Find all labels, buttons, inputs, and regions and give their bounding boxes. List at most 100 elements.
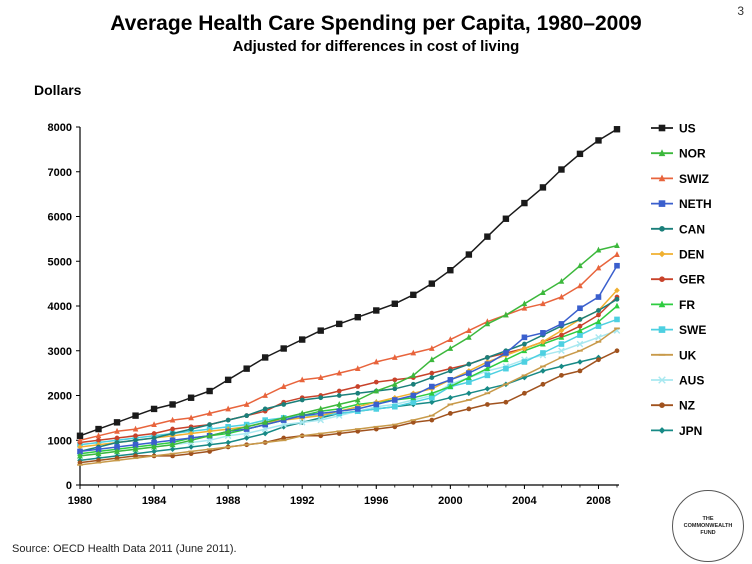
data-point-neth xyxy=(466,370,472,376)
legend-marker-fr xyxy=(658,300,666,308)
series-line-neth xyxy=(79,265,618,453)
data-point-fr xyxy=(429,389,435,396)
data-point-nor xyxy=(188,436,194,443)
data-point-us xyxy=(354,313,361,321)
data-point-us xyxy=(280,345,287,352)
legend-item-aus: AUS xyxy=(651,374,704,388)
data-point-swiz xyxy=(614,251,620,257)
data-point-nor xyxy=(521,300,528,307)
data-point-swiz xyxy=(410,349,417,356)
data-point-swe xyxy=(503,365,509,372)
data-point-jpn xyxy=(151,448,157,455)
data-point-neth xyxy=(503,350,509,356)
data-point-den xyxy=(558,327,565,334)
data-point-us xyxy=(187,394,195,401)
data-point-jpn xyxy=(429,399,435,406)
legend-marker-nz xyxy=(659,402,665,409)
data-point-swe xyxy=(521,359,528,365)
data-point-nor xyxy=(540,289,546,295)
series-neth xyxy=(77,262,620,455)
data-point-jpn xyxy=(262,430,268,437)
data-point-nz xyxy=(133,453,138,459)
data-point-ger xyxy=(596,312,601,318)
y-tick-label: 4000 xyxy=(48,301,72,313)
data-point-fr xyxy=(577,327,583,334)
data-point-ger xyxy=(96,437,101,443)
data-point-us xyxy=(539,184,547,191)
series-line-can xyxy=(79,298,618,453)
data-point-can xyxy=(281,402,287,407)
data-point-jpn xyxy=(484,385,491,392)
data-point-nz xyxy=(614,348,620,354)
data-point-neth xyxy=(521,334,528,341)
data-point-ger xyxy=(429,370,435,376)
legend-label: JPN xyxy=(679,424,702,438)
legend-label: FR xyxy=(679,298,695,312)
data-point-uk xyxy=(410,419,417,422)
data-point-nz xyxy=(447,411,453,416)
data-point-nor xyxy=(429,356,435,363)
data-point-ger xyxy=(170,426,175,432)
data-point-us xyxy=(243,365,250,372)
legend-item-den: DEN xyxy=(651,248,704,262)
legend-item-jpn: JPN xyxy=(651,424,702,438)
data-point-nor xyxy=(299,410,306,416)
y-tick-label: 3000 xyxy=(48,346,72,358)
series-line-uk xyxy=(79,327,618,466)
data-point-us xyxy=(150,405,158,413)
data-point-swiz xyxy=(151,421,157,427)
data-point-den xyxy=(206,428,213,435)
data-point-swe xyxy=(373,406,380,412)
data-point-uk xyxy=(503,383,509,386)
data-point-uk xyxy=(447,403,454,406)
data-point-swiz xyxy=(558,293,565,300)
data-point-fr xyxy=(466,374,472,380)
data-point-aus xyxy=(298,419,306,426)
data-point-swe xyxy=(410,399,417,406)
data-point-uk xyxy=(391,423,398,426)
data-point-us xyxy=(261,354,269,361)
data-point-nor xyxy=(132,445,139,452)
data-point-can xyxy=(207,422,213,427)
legend-marker-swiz xyxy=(658,174,666,182)
x-tick-label: 1984 xyxy=(142,495,167,507)
data-point-swe xyxy=(391,403,398,410)
series-nor xyxy=(77,242,620,459)
data-point-swiz xyxy=(595,264,602,271)
data-point-can xyxy=(114,440,120,445)
data-point-uk xyxy=(558,356,565,359)
data-point-nor xyxy=(410,371,417,378)
data-point-swiz xyxy=(447,336,454,342)
data-point-swe xyxy=(558,341,565,347)
data-point-nz xyxy=(410,419,416,425)
chart-axes: 0 1000 2000 3000 4000 5000 6000 7000 8000 1980 198… xyxy=(48,122,619,507)
data-point-nz xyxy=(373,426,379,432)
legend-marker-uk xyxy=(658,353,666,356)
data-point-can xyxy=(596,308,601,313)
data-point-neth xyxy=(169,437,176,444)
data-point-us xyxy=(521,199,528,207)
data-point-neth xyxy=(114,444,120,450)
data-point-nz xyxy=(281,435,287,441)
data-point-nz xyxy=(596,357,601,363)
data-point-uk xyxy=(114,459,120,462)
series-swe xyxy=(77,316,620,448)
legend-marker-ger xyxy=(659,276,665,283)
data-point-swiz xyxy=(336,369,343,376)
legend-item-fr: FR xyxy=(651,298,695,312)
series-uk xyxy=(77,327,620,466)
data-point-us xyxy=(132,412,139,419)
data-point-uk xyxy=(206,448,213,451)
data-point-den xyxy=(77,444,83,450)
data-point-us xyxy=(576,150,584,158)
logo-text: THE COMMONWEALTH FUND xyxy=(683,515,733,536)
data-point-nor xyxy=(484,320,491,327)
data-point-neth xyxy=(484,361,491,367)
data-point-neth xyxy=(336,408,343,414)
series-can xyxy=(77,296,620,454)
data-point-aus xyxy=(558,347,565,355)
data-point-ger xyxy=(133,433,138,439)
data-point-can xyxy=(170,431,175,436)
data-point-neth xyxy=(447,377,454,383)
data-point-swe xyxy=(614,316,620,323)
